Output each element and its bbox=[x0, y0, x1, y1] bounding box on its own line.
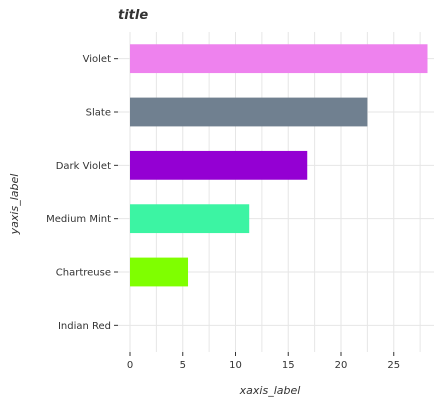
y-tick-label: Medium Mint bbox=[46, 214, 111, 225]
bar-medium-mint bbox=[130, 204, 250, 234]
bars-group bbox=[130, 44, 428, 287]
x-tick-labels: 0 5 10 15 20 25 bbox=[127, 352, 400, 371]
grid-lines bbox=[118, 32, 434, 352]
bar-violet bbox=[130, 44, 428, 74]
y-tick-label: Dark Violet bbox=[56, 161, 111, 172]
x-tick-label: 10 bbox=[229, 360, 242, 371]
x-tick-label: 25 bbox=[387, 360, 400, 371]
y-tick-label: Indian Red bbox=[58, 321, 111, 332]
bar-slate bbox=[130, 97, 368, 127]
x-tick-label: 20 bbox=[335, 360, 348, 371]
chart-title: title bbox=[118, 8, 148, 23]
y-tick-label: Slate bbox=[86, 108, 111, 119]
bar-chartreuse bbox=[130, 257, 189, 287]
y-tick-labels: Indian Red Chartreuse Medium Mint Dark Viol… bbox=[46, 54, 118, 332]
x-axis-label: xaxis_label bbox=[239, 384, 301, 397]
x-tick-label: 5 bbox=[180, 360, 186, 371]
y-tick-label: Violet bbox=[83, 54, 111, 65]
x-tick-label: 15 bbox=[282, 360, 295, 371]
y-axis-label: yaxis_label bbox=[8, 174, 21, 236]
bar-dark-violet bbox=[130, 150, 308, 180]
y-tick-label: Chartreuse bbox=[56, 268, 111, 279]
x-tick-label: 0 bbox=[127, 360, 133, 371]
